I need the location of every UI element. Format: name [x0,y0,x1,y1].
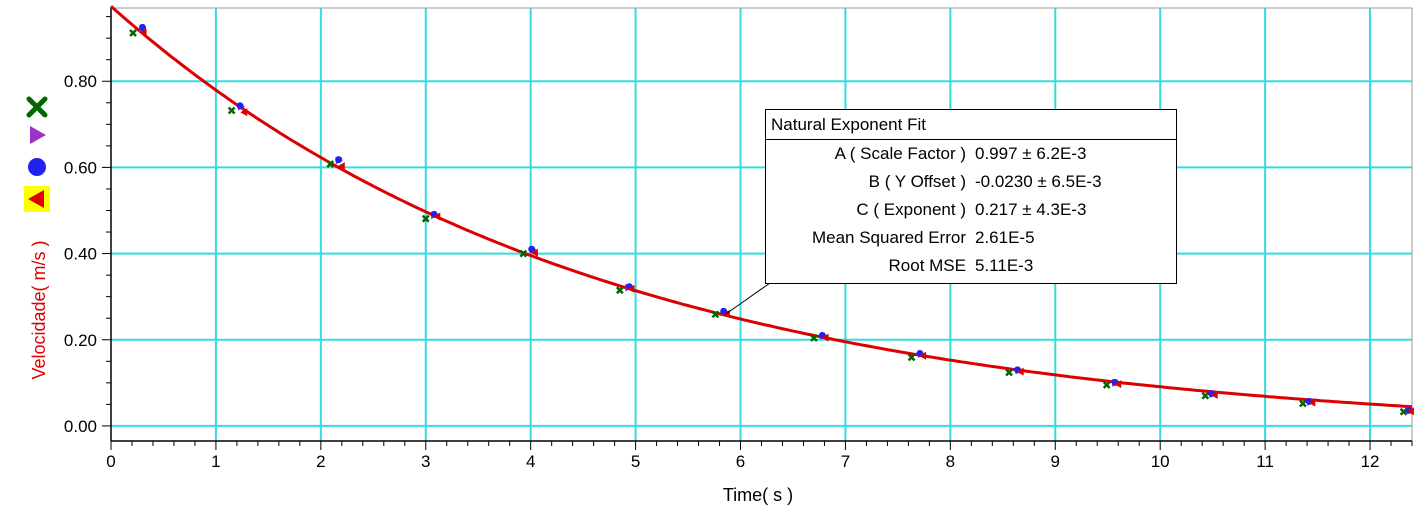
data-point-x [421,214,430,223]
x-tick-label: 12 [1361,452,1380,471]
x-tick-label: 10 [1151,452,1170,471]
fit-param-value: 0.997 ± 6.2E-3 [975,144,1087,163]
fit-param-name: B ( Y Offset ) [868,172,966,191]
data-point-triangle-left [530,248,538,257]
x-tick-label: 0 [106,452,115,471]
fit-param-name: Root MSE [888,256,966,275]
x-tick-label: 7 [841,452,850,471]
data-point-triangle-left [139,28,147,37]
x-axis-title: Time( s ) [723,485,793,505]
fit-param-name: C ( Exponent ) [856,200,966,219]
data-point-triangle-left [1210,390,1218,399]
y-axis-title: Velocidade( m/s ) [29,240,49,379]
fit-param-value: -0.0230 ± 6.5E-3 [975,172,1102,191]
data-point-x [519,249,528,258]
triangle-left-icon[interactable] [24,186,50,212]
grid-lines [111,8,1412,441]
fit-box-title: Natural Exponent Fit [766,110,1176,140]
data-point-x [326,160,335,168]
fit-param-value: 2.61E-5 [975,228,1035,247]
y-axis-ticks: 0.00 0.20 0.40 0.60 0.80 [64,16,111,436]
fit-param-value: 5.11E-3 [975,256,1034,275]
data-point-triangle-left [1406,407,1414,416]
x-tick-label: 4 [526,452,535,471]
fit-curve-line [110,5,1413,409]
y-tick-label: 0.20 [64,331,97,350]
data-point-triangle-left [433,212,441,221]
data-point-x [1298,399,1307,408]
data-point-circle [138,23,146,31]
x-icon[interactable] [24,94,50,120]
x-axis-ticks: 0 1 2 3 4 5 6 7 8 9 10 11 12 [106,441,1413,471]
axes [110,7,1413,442]
x-tick-label: 11 [1256,452,1274,471]
y-tick-label: 0.60 [64,158,97,177]
fit-row-scale-factor: A ( Scale Factor ) 0.997 ± 6.2E-3 [766,140,1176,168]
fit-row-rmse: Root MSE 5.11E-3 [766,252,1176,280]
data-point-x [615,286,624,295]
data-point-x [1102,381,1111,389]
x-tick-label: 8 [946,452,955,471]
fit-row-exponent: C ( Exponent ) 0.217 ± 4.3E-3 [766,196,1176,224]
x-tick-label: 2 [316,452,325,471]
data-point-x [907,353,916,362]
y-tick-label: 0.40 [64,245,97,264]
fit-row-y-offset: B ( Y Offset ) -0.0230 ± 6.5E-3 [766,168,1176,196]
data-point-triangle-left [821,333,829,342]
data-point-x [1005,368,1013,377]
x-tick-label: 1 [211,452,220,471]
data-point-x [711,310,720,319]
data-point-triangle-left [240,108,248,117]
fit-box-pointer [724,282,771,316]
y-tick-label: 0.00 [64,417,97,436]
data-point-triangle-left [627,284,635,293]
data-point-circle [528,245,536,253]
data-point-circle [236,102,244,110]
fit-param-name: A ( Scale Factor ) [834,144,966,163]
data-point-triangle-left [1308,398,1316,407]
circle-icon[interactable] [24,154,50,180]
fit-row-mse: Mean Squared Error 2.61E-5 [766,224,1176,252]
fit-param-name: Mean Squared Error [811,228,966,247]
data-point-triangle-left [1114,380,1122,389]
data-point-circle [335,156,343,164]
data-point-triangle-left [919,351,927,360]
data-point-x [227,106,236,115]
fit-results-box[interactable]: Natural Exponent Fit A ( Scale Factor ) … [765,109,1177,284]
data-point-x [810,334,818,342]
fit-param-value: 0.217 ± 4.3E-3 [975,200,1087,219]
data-point-triangle-left [337,162,345,171]
data-point-x [129,29,137,37]
x-tick-label: 3 [421,452,430,471]
fit-curve [110,5,1413,409]
data-point-x [1201,391,1210,400]
data-point-triangle-left [1016,367,1024,376]
data-points [129,23,1414,416]
x-tick-label: 9 [1051,452,1060,471]
x-tick-label: 5 [631,452,640,471]
pointer-line [724,282,771,316]
triangle-right-icon[interactable] [24,122,50,148]
x-tick-label: 6 [736,452,745,471]
y-tick-label: 0.80 [64,72,97,91]
